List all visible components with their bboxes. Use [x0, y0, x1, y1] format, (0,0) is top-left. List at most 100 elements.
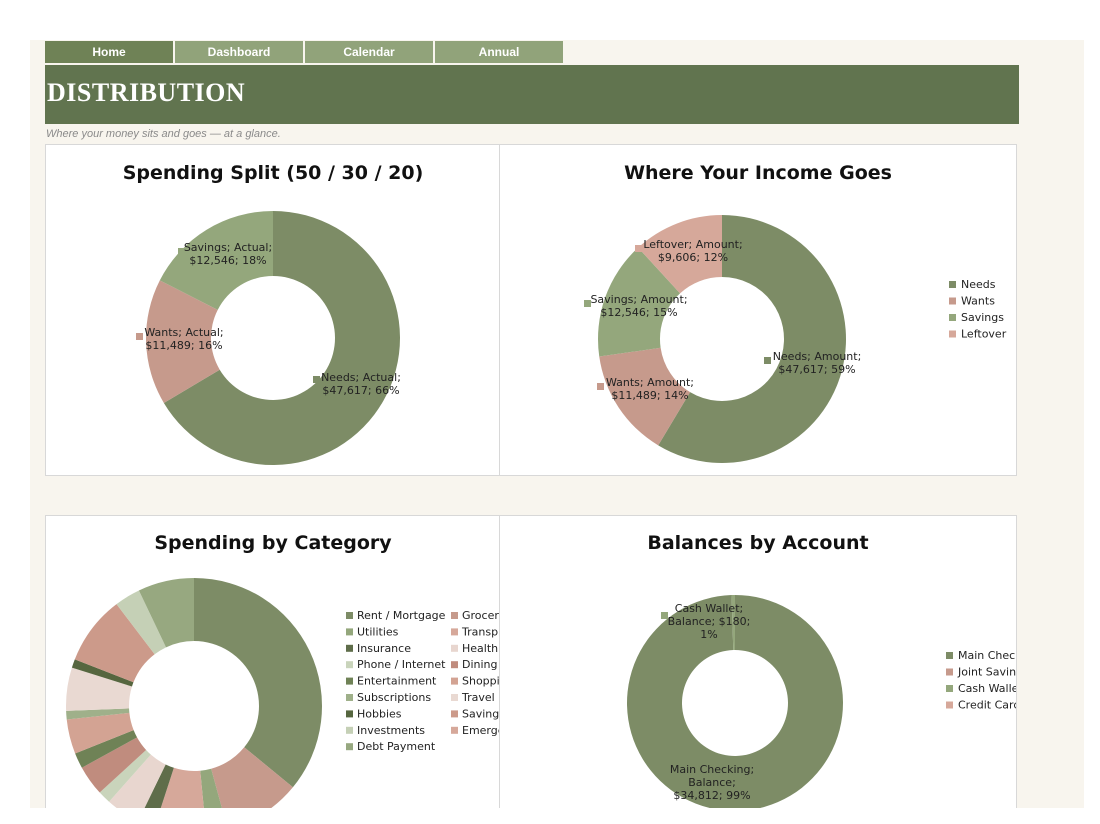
category-slice-hobbies[interactable]: [71, 659, 134, 687]
category-legend-rent-mortgage: Rent / Mortgage: [357, 609, 446, 622]
split-label-marker-wants: [136, 333, 143, 340]
category-legend-swatch-transp: [451, 628, 458, 636]
svg-text:Wants; Amount;$11,489; 14%: Wants; Amount; $11,489; 14%: [606, 376, 694, 402]
category-legend-swatch-savings: [451, 710, 458, 718]
category-slice-phone-internet[interactable]: [99, 749, 151, 802]
balances-account-title: Balances by Account: [647, 532, 869, 554]
spending-split-panel[interactable]: Spending Split (50 / 30 / 20) Needs; Act…: [45, 144, 501, 476]
category-slice-travel[interactable]: [66, 667, 132, 711]
svg-text:Main Checking;Balance;$34,812;: Main Checking; Balance; $34,812; 99%: [670, 763, 754, 802]
balances-account-panel[interactable]: Balances by Account Main Checking; Balanc…: [499, 515, 1017, 808]
spending-split-title: Spending Split (50 / 30 / 20): [122, 162, 424, 184]
svg-text:Leftover; Amount;$9,606; 12%: Leftover; Amount; $9,606; 12%: [643, 238, 742, 264]
nav-home-button[interactable]: Home: [45, 41, 173, 63]
category-legend-swatch-travel: [451, 694, 458, 701]
accounts-legend-swatch-joint-savings: [946, 668, 953, 676]
income-label-marker-savings: [584, 300, 591, 307]
category-legend-swatch-debt-payment: [346, 743, 353, 751]
nav-annual-button[interactable]: Annual: [435, 41, 563, 63]
spending-category-chart: Rent / Mortgage Utilities Insurance Phone /…: [66, 578, 500, 808]
split-data-label-wants: Wants; Actual; $11,489; 16%: [144, 326, 223, 352]
category-legend-swatch-insurance: [346, 644, 353, 652]
income-label-marker-needs: [764, 357, 771, 364]
svg-text:Needs; Amount;$47,617; 59%: Needs; Amount; $47,617; 59%: [773, 350, 862, 376]
category-legend-swatch-investments: [346, 726, 353, 734]
income-data-label-needs: Needs; Amount; $47,617; 59%: [773, 350, 862, 376]
category-slice-transportation[interactable]: [154, 767, 206, 808]
split-label-marker-needs: [313, 376, 320, 383]
income-legend-swatch-needs: [949, 281, 956, 288]
category-legend-swatch-rent-mortgage: [346, 612, 353, 619]
category-legend-swatch-hobbies: [346, 710, 353, 718]
category-legend-swatch-utilities: [346, 628, 353, 636]
split-data-label-needs: Needs; Actual; $47,617; 66%: [321, 371, 401, 397]
category-slice-dining[interactable]: [81, 737, 147, 793]
category-legend-entertainment: Entertainment: [357, 675, 437, 688]
category-legend-swatch-groceri: [451, 612, 458, 619]
income-legend-savings: Savings: [961, 311, 1004, 324]
category-legend-phone-internet: Phone / Internet: [357, 658, 446, 671]
income-goes-title: Where Your Income Goes: [624, 162, 892, 184]
split-slice-needs[interactable]: [163, 211, 400, 465]
split-slice-wants[interactable]: [146, 280, 220, 403]
nav-calendar-button[interactable]: Calendar: [305, 41, 433, 63]
category-slice-debt-payment[interactable]: [138, 578, 194, 648]
category-legend-swatch-phone-internet: [346, 661, 353, 669]
category-legend-swatch-shoppi: [451, 677, 458, 685]
dashboard-sheet: Home Dashboard Calendar Annual DISTRIBUT…: [30, 40, 1084, 808]
accounts-slice-main-checking[interactable]: [627, 595, 843, 808]
income-legend-swatch-wants: [949, 297, 956, 305]
category-slice-subscriptions[interactable]: [66, 708, 130, 720]
income-slice-needs[interactable]: [658, 215, 846, 463]
income-goes-panel[interactable]: Where Your Income Goes Needs; Amount; $47…: [499, 144, 1017, 476]
income-legend-leftover: Leftover: [961, 328, 1007, 341]
income-legend-wants: Wants: [961, 295, 995, 308]
income-slice-wants[interactable]: [599, 347, 691, 446]
category-slice-insurance[interactable]: [138, 764, 174, 808]
title-banner: DISTRIBUTION: [45, 65, 1019, 124]
nav-dashboard-button[interactable]: Dashboard: [175, 41, 303, 63]
income-legend-needs: Needs: [961, 278, 996, 291]
income-legend-swatch-savings: [949, 314, 956, 321]
page-title: DISTRIBUTION: [47, 78, 246, 107]
category-slice-savings[interactable]: [74, 604, 155, 683]
category-slice-shopping[interactable]: [66, 712, 134, 754]
category-legend-emerge: Emerge: [462, 724, 500, 737]
category-slice-investments[interactable]: [116, 590, 167, 655]
category-slice-utilities[interactable]: [200, 768, 228, 808]
accounts-legend-swatch-credit-card: [946, 701, 953, 709]
balances-account-chart: Main Checking; Balance; $34,812; 99% Cash W…: [627, 595, 1016, 808]
category-slice-healthcare[interactable]: [109, 754, 166, 808]
category-slice-groceries[interactable]: [211, 747, 293, 808]
accounts-data-label-cash-wallet: Cash Wallet; Balance; $180; 1%: [668, 602, 751, 641]
income-data-label-savings: Savings; Amount; $12,546; 15%: [590, 293, 687, 319]
spending-category-panel[interactable]: Spending by Category Rent / Mortgage Util…: [45, 515, 501, 808]
income-slice-leftover[interactable]: [638, 215, 722, 294]
page-subtitle: Where your money sits and goes — at a gl…: [46, 128, 281, 140]
income-slice-savings[interactable]: [598, 247, 681, 357]
category-legend-travel: Travel: [461, 691, 495, 704]
income-data-label-leftover: Leftover; Amount; $9,606; 12%: [643, 238, 742, 264]
spending-split-chart: Needs; Actual; $47,617; 66% Wants; Actual;…: [136, 211, 401, 465]
svg-text:Cash Wallet;Balance; $180;1%: Cash Wallet; Balance; $180; 1%: [668, 602, 751, 641]
category-slice-rent-mortgage[interactable]: [194, 578, 322, 788]
category-legend-swatch-emerge: [451, 726, 458, 734]
split-slice-savings[interactable]: [159, 211, 273, 310]
category-legend-dining: Dining: [462, 658, 498, 671]
category-legend-savings: Savings: [462, 707, 500, 720]
accounts-slice-cash-wallet[interactable]: [731, 595, 735, 651]
income-label-marker-leftover: [635, 245, 642, 252]
split-label-marker-savings: [178, 248, 185, 255]
income-goes-chart: Needs; Amount; $47,617; 59% Wants; Amount;…: [584, 215, 1007, 463]
category-legend-transp: Transp: [461, 625, 498, 638]
category-legend-swatch-entertainment: [346, 677, 353, 685]
category-legend-health: Health: [462, 642, 498, 655]
accounts-legend-cash-wallet: Cash Wallet: [958, 682, 1016, 695]
income-label-marker-wants: [597, 383, 604, 390]
category-legend-debt-payment: Debt Payment: [357, 740, 436, 753]
income-legend-swatch-leftover: [949, 330, 956, 338]
category-legend-groceri: Groceri: [462, 609, 500, 622]
category-slice-entertainment[interactable]: [75, 730, 138, 768]
svg-text:Savings; Amount;$12,546; 15%: Savings; Amount; $12,546; 15%: [590, 293, 687, 319]
category-legend-shoppi: Shoppi: [462, 675, 500, 688]
